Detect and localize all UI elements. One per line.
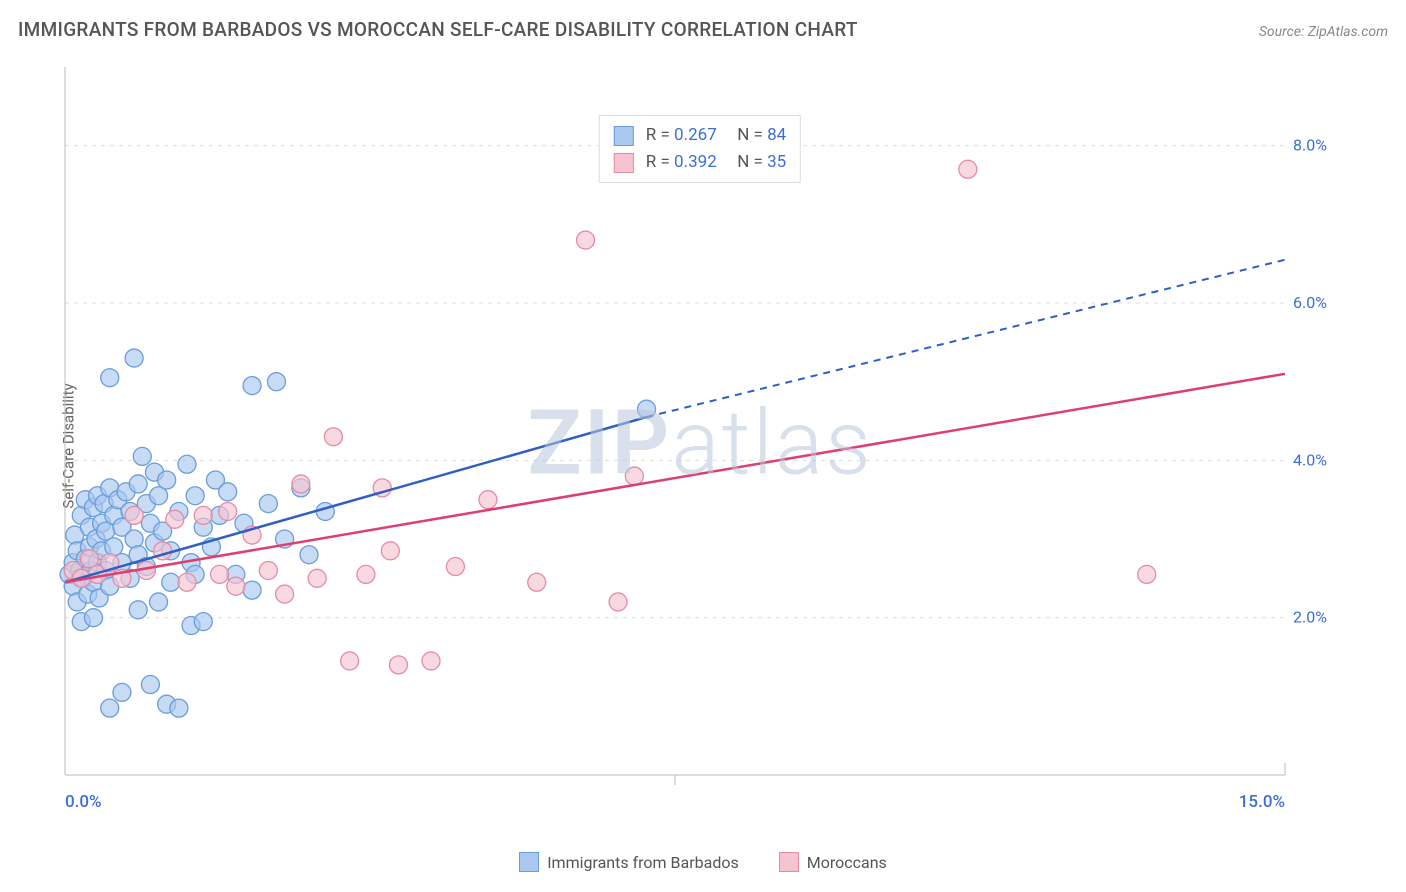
- legend-row-moroccans: R = 0.392 N = 35: [614, 149, 786, 176]
- svg-text:8.0%: 8.0%: [1293, 136, 1327, 155]
- svg-text:0.0%: 0.0%: [65, 792, 102, 812]
- x-axis-legend: Immigrants from Barbados Moroccans: [0, 852, 1406, 872]
- svg-text:2.0%: 2.0%: [1293, 608, 1327, 627]
- svg-text:15.0%: 15.0%: [1239, 792, 1285, 812]
- svg-text:4.0%: 4.0%: [1293, 450, 1327, 469]
- source-attribution: Source: ZipAtlas.com: [1259, 24, 1388, 40]
- x-legend-item-barbados: Immigrants from Barbados: [519, 852, 739, 872]
- plot-area: 2.0%4.0%6.0%8.0%0.0%15.0% ZIPatlas R = 0…: [55, 55, 1345, 830]
- svg-text:6.0%: 6.0%: [1293, 293, 1327, 312]
- legend-row-barbados: R = 0.267 N = 84: [614, 122, 786, 149]
- chart-title: IMMIGRANTS FROM BARBADOS VS MOROCCAN SEL…: [18, 18, 858, 41]
- legend-label: Immigrants from Barbados: [547, 853, 739, 872]
- legend-swatch: [614, 153, 634, 173]
- legend-swatch: [614, 126, 634, 146]
- x-legend-item-moroccans: Moroccans: [779, 852, 887, 872]
- legend-label: Moroccans: [807, 853, 887, 872]
- correlation-legend: R = 0.267 N = 84R = 0.392 N = 35: [599, 115, 801, 183]
- legend-swatch: [779, 852, 799, 872]
- legend-swatch: [519, 852, 539, 872]
